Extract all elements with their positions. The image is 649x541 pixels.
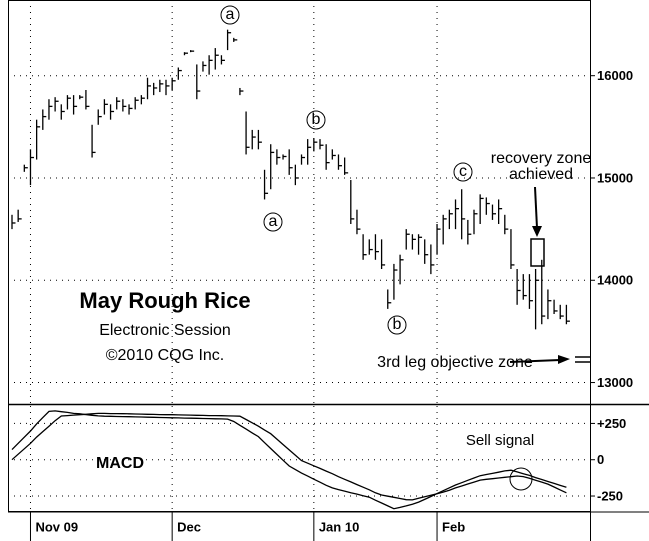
arrow	[509, 359, 561, 363]
y-tick-label: 15000	[597, 170, 633, 185]
wave-circle	[263, 212, 283, 232]
marks	[11, 29, 570, 510]
x-tick-label: Dec	[177, 519, 201, 534]
y-tick-label: +250	[597, 416, 626, 431]
y-tick-label: 14000	[597, 273, 633, 288]
wave-label: b	[393, 316, 402, 333]
annotation: recovery zone	[491, 150, 592, 167]
wave-label: a	[226, 6, 235, 23]
macd-annotations: MACD Sell signal	[96, 432, 534, 491]
y-tick-label: 0	[597, 452, 604, 467]
macd-title: MACD	[96, 455, 144, 472]
wave-circle	[453, 162, 473, 182]
wave-label: c	[459, 163, 467, 180]
wave-circle	[306, 110, 326, 130]
annotation: achieved	[509, 166, 573, 183]
y-tick-label: 13000	[597, 375, 633, 390]
recovery-zone-box	[530, 238, 545, 267]
wave-label: a	[269, 213, 278, 230]
wave-circle	[387, 315, 407, 335]
arrow	[534, 186, 538, 229]
arrowhead	[532, 226, 542, 237]
y-tick-label: -250	[597, 488, 623, 503]
price-annotations: May Rough Rice Electronic Session ©2010 …	[79, 5, 592, 371]
x-tick-label: Feb	[442, 519, 465, 534]
copyright: ©2010 CQG Inc.	[106, 347, 225, 364]
wave-label: b	[312, 111, 321, 128]
x-tick-label: Nov 09	[35, 519, 78, 534]
arrowhead	[558, 355, 570, 364]
annotation: 3rd leg objective zone	[377, 354, 533, 371]
wave-circle	[220, 5, 240, 25]
x-tick-label: Jan 10	[319, 519, 359, 534]
y-tick-label: 16000	[597, 68, 633, 83]
annotation: Sell signal	[466, 432, 534, 449]
macd-line	[11, 410, 567, 510]
macd-line	[11, 412, 567, 501]
chart-subtitle: Electronic Session	[99, 322, 231, 339]
chart-title: May Rough Rice	[79, 288, 250, 313]
